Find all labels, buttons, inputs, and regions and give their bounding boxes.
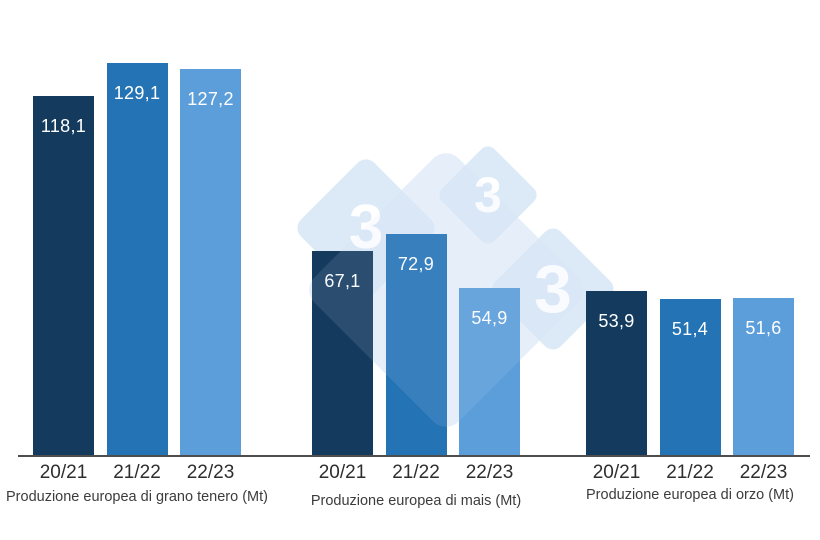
x-tick-label: 21/22 xyxy=(666,462,714,483)
bar-20-21: 118,1 xyxy=(33,96,94,455)
watermark-3-glyph: 3 xyxy=(348,192,384,262)
x-axis-line xyxy=(18,455,810,457)
x-tick-label: 20/21 xyxy=(318,462,367,483)
group-axis-title: Produzione europea di mais (Mt) xyxy=(310,493,522,509)
bar-21-22: 51,4 xyxy=(659,299,721,455)
x-tick-label: 21/22 xyxy=(392,462,440,483)
x-tick-label: 21/22 xyxy=(113,462,161,483)
x-tick-label: 20/21 xyxy=(592,462,641,483)
bar-value-label: 53,9 xyxy=(598,311,635,331)
bar-value-label: 51,4 xyxy=(671,319,709,339)
bar-value-label: 54,9 xyxy=(471,308,508,328)
bar-22-23: 127,2 xyxy=(180,69,241,455)
group-axis-title: Produzione europea di orzo (Mt) xyxy=(586,487,794,503)
x-tick-label: 22/23 xyxy=(739,462,788,483)
bar-value-label: 129,1 xyxy=(113,83,161,103)
bar-20-21: 53,9 xyxy=(586,291,647,455)
bar-value-label: 67,1 xyxy=(324,271,361,291)
x-tick-label: 22/23 xyxy=(186,462,235,483)
bar-value-label: 72,9 xyxy=(397,254,435,274)
bar-value-label: 51,6 xyxy=(745,318,782,338)
bar-22-23: 54,9 xyxy=(459,288,520,455)
x-tick-label: 22/23 xyxy=(465,462,514,483)
bar-21-22: 72,9 xyxy=(385,234,447,455)
watermark-3-glyph: 3 xyxy=(474,167,502,223)
bar-value-label: 118,1 xyxy=(40,116,87,136)
bar-22-23: 51,6 xyxy=(733,298,794,455)
bar-value-label: 127,2 xyxy=(187,89,234,109)
x-tick-label: 20/21 xyxy=(39,462,88,483)
bar-21-22: 129,1 xyxy=(106,63,168,455)
watermark-3-glyph: 3 xyxy=(534,250,572,327)
bar-20-21: 67,1 xyxy=(312,251,373,455)
group-axis-title: Produzione europea di grano tenero (Mt) xyxy=(6,489,268,505)
